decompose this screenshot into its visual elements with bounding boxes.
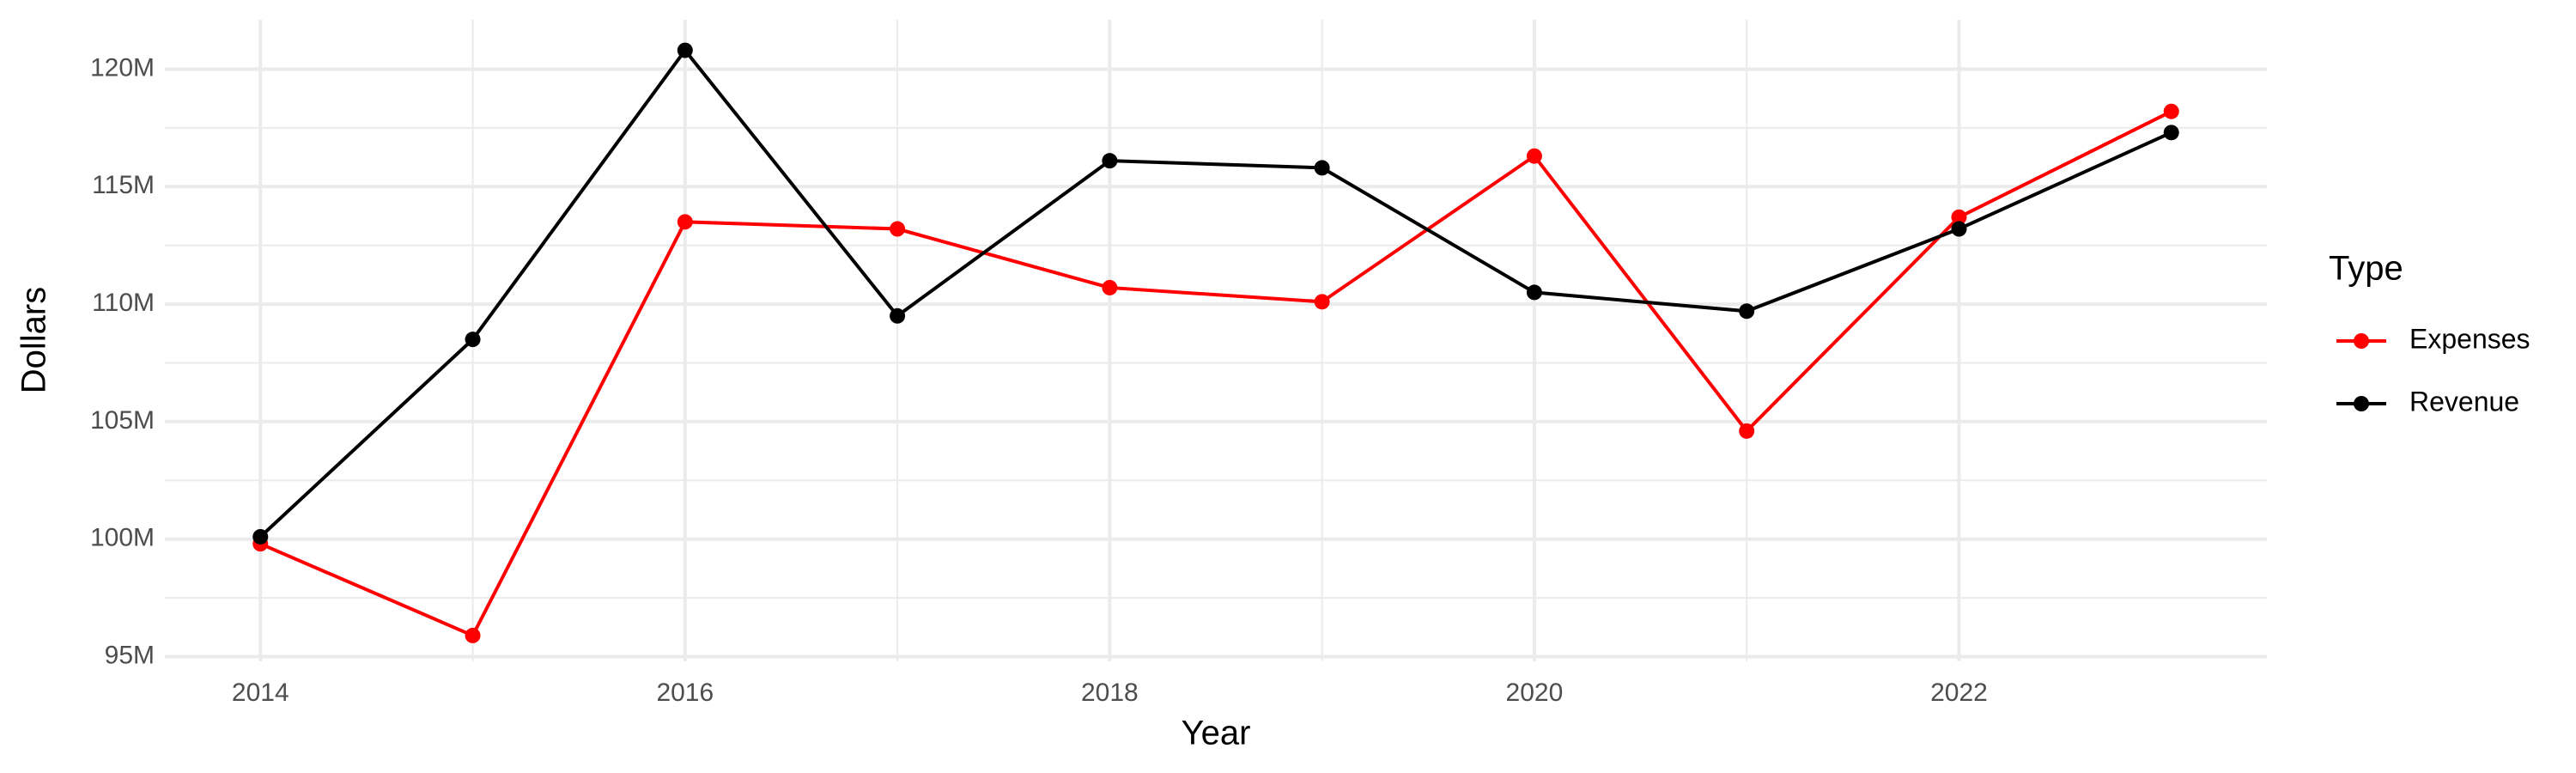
lines	[252, 42, 2179, 643]
data-point	[1951, 221, 1967, 237]
data-point	[890, 307, 906, 324]
data-point	[465, 332, 481, 348]
x-tick-label: 2016	[656, 679, 714, 707]
y-axis-title: Dollars	[15, 287, 53, 393]
data-point	[1739, 423, 1755, 439]
x-tick-label: 2020	[1506, 679, 1564, 707]
legend-label: Expenses	[2409, 323, 2530, 354]
legend-title: Type	[2329, 250, 2403, 288]
x-axis-title: Year	[1182, 715, 1251, 752]
x-tick-label: 2018	[1081, 679, 1139, 707]
y-tick-label: 95M	[105, 641, 155, 669]
data-point	[677, 214, 693, 230]
data-point	[252, 528, 269, 545]
y-tick-label: 110M	[92, 289, 155, 317]
x-tick-label: 2022	[1930, 679, 1988, 707]
data-point	[2163, 125, 2179, 141]
y-tick-label: 105M	[90, 406, 155, 435]
data-point	[2163, 103, 2179, 119]
data-point	[1739, 303, 1755, 320]
data-point	[1314, 160, 1330, 176]
data-point	[890, 221, 906, 237]
legend-key-point	[2354, 333, 2369, 349]
data-point	[1951, 209, 1967, 225]
legend-key-point	[2354, 396, 2369, 411]
data-point	[677, 42, 693, 58]
y-tick-label: 120M	[90, 53, 155, 82]
data-point	[1526, 284, 1542, 301]
y-tick-label: 115M	[92, 171, 155, 199]
series-line	[259, 109, 2172, 638]
series-line	[258, 47, 2172, 539]
data-point	[1526, 148, 1542, 164]
data-point	[465, 627, 481, 643]
y-tick-label: 100M	[90, 524, 155, 552]
data-point	[1102, 153, 1118, 169]
data-point	[1314, 294, 1330, 310]
x-tick-label: 2014	[232, 679, 289, 707]
legend-label: Revenue	[2409, 386, 2519, 417]
data-point	[1102, 279, 1118, 295]
